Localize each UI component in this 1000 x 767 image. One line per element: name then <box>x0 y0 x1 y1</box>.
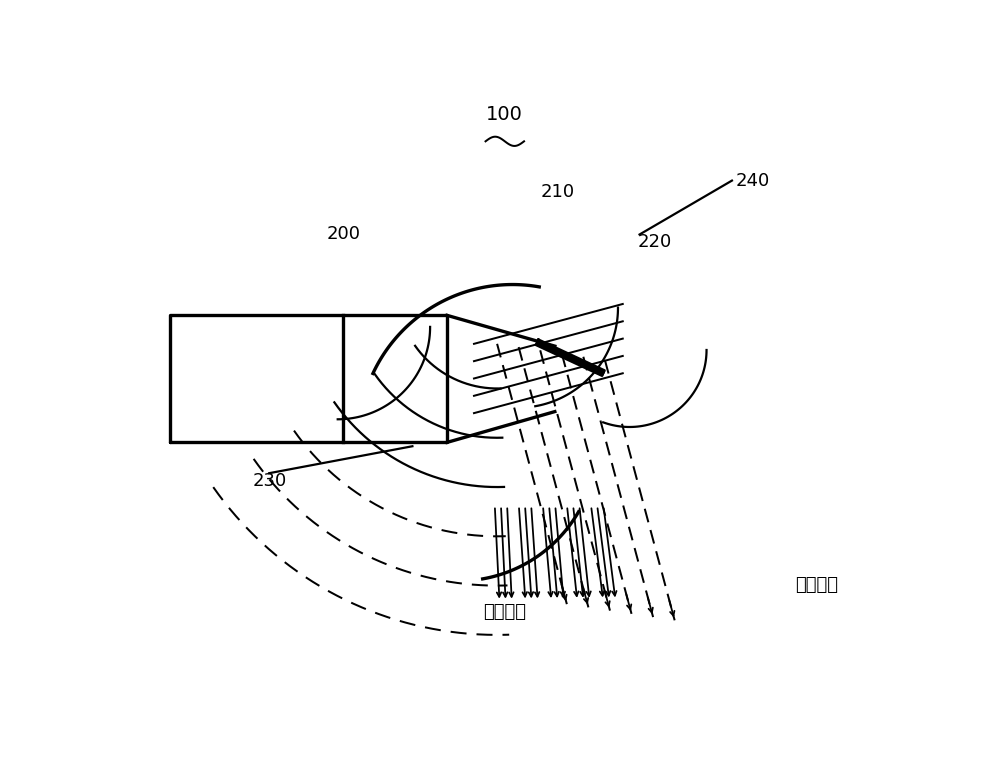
Text: 引风方向: 引风方向 <box>483 603 526 621</box>
Text: 220: 220 <box>637 233 671 251</box>
Text: 240: 240 <box>736 172 770 189</box>
Text: 230: 230 <box>252 472 286 490</box>
Text: 出风方向: 出风方向 <box>795 576 838 594</box>
Text: 210: 210 <box>541 183 575 201</box>
Text: 100: 100 <box>486 105 523 124</box>
Text: 200: 200 <box>326 225 360 243</box>
